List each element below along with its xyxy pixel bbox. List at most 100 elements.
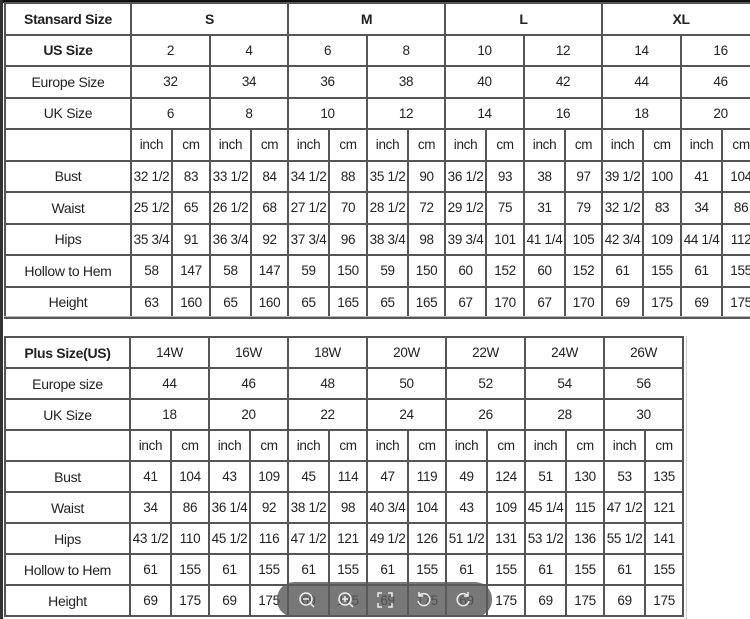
measure-value: 61 — [129, 553, 172, 586]
measure-value: 31 — [523, 191, 567, 225]
measure-value: 98 — [328, 491, 369, 524]
uk-size: 16 — [523, 96, 604, 130]
measure-value: 155 — [249, 553, 290, 586]
fullscreen-icon — [376, 591, 393, 608]
measure-value: 34 — [680, 191, 724, 225]
measure-value: 93 — [485, 159, 526, 193]
fullscreen-button[interactable] — [372, 587, 398, 613]
measure-value: 36 1/4 — [208, 491, 252, 524]
measure-value: 34 — [129, 491, 172, 524]
measure-value: 29 1/2 — [444, 191, 488, 225]
measure-value: 38 3/4 — [366, 222, 410, 256]
uk-size-row: UK Size 6 8 10 12 14 16 18 20 — [4, 96, 750, 130]
europe-size: 38 — [366, 65, 447, 99]
measure-value: 45 1/2 — [208, 522, 252, 555]
measure-value: 42 3/4 — [601, 222, 645, 256]
us-size: 8 — [366, 33, 447, 67]
measure-value: 130 — [565, 460, 606, 493]
empty-cell — [4, 128, 132, 162]
rotate-left-icon — [416, 591, 431, 606]
row-header: Waist — [4, 191, 132, 225]
measure-value: 150 — [407, 254, 447, 288]
measure-value: 26 1/2 — [209, 191, 252, 225]
measure-value: 100 — [642, 159, 683, 193]
measure-value: 27 1/2 — [287, 191, 331, 225]
unit-inch: inch — [209, 128, 252, 162]
measure-value: 32 1/2 — [601, 191, 645, 225]
measure-value: 155 — [328, 553, 369, 586]
us-size: 16 — [680, 33, 750, 67]
left-border — [0, 0, 3, 619]
zoom-in-icon — [337, 591, 354, 608]
us-size: 4 — [208, 33, 290, 67]
unit-cm: cm — [249, 429, 290, 462]
measure-value: 175 — [642, 285, 683, 319]
measure-value: 45 — [287, 460, 331, 493]
measure-value: 126 — [407, 522, 448, 555]
size-group-header: S — [129, 2, 290, 36]
europe-size: 46 — [680, 65, 750, 99]
rotate-right-button[interactable] — [450, 587, 476, 613]
europe-size: 56 — [603, 367, 685, 400]
image-viewer-toolbar — [277, 582, 492, 617]
us-size-row: Plus Size(US) 14W 16W 18W 20W 22W 24W 26W — [4, 336, 685, 369]
unit-cm: cm — [328, 128, 369, 162]
measure-value: 104 — [407, 491, 448, 524]
measure-value: 155 — [407, 553, 448, 586]
measure-value: 35 3/4 — [130, 222, 173, 256]
unit-inch: inch — [524, 429, 568, 462]
measure-value: 155 — [721, 254, 750, 288]
us-size: 14 — [601, 33, 683, 67]
us-size-row: US Size 2 4 6 8 10 12 14 16 — [4, 33, 750, 67]
row-header: Hips — [4, 222, 132, 256]
measure-value: 55 1/2 — [603, 522, 647, 555]
row-header: UK Size — [4, 398, 131, 431]
uk-size: 24 — [366, 398, 448, 431]
us-size: 22W — [445, 336, 527, 369]
measure-value: 92 — [249, 491, 290, 524]
measure-value: 147 — [171, 254, 211, 288]
row-header: Height — [4, 584, 131, 617]
rotate-left-button[interactable] — [411, 587, 437, 613]
measure-value: 160 — [171, 285, 211, 319]
measure-value: 58 — [130, 254, 173, 288]
measure-value: 86 — [721, 191, 750, 225]
measure-value: 61 — [524, 553, 568, 586]
measure-value: 104 — [169, 460, 211, 493]
measure-value: 121 — [644, 491, 685, 524]
measure-value: 63 — [130, 285, 173, 319]
uk-size-row: UK Size 18 20 22 24 26 28 30 — [4, 398, 685, 431]
size-group-header: L — [444, 2, 604, 36]
measure-value: 51 — [524, 460, 568, 493]
row-header: Bust — [4, 460, 131, 493]
unit-inch: inch — [287, 128, 331, 162]
measure-value: 121 — [328, 522, 369, 555]
uk-size: 20 — [680, 96, 750, 130]
size-group-header: XL — [601, 2, 750, 36]
uk-size: 20 — [208, 398, 290, 431]
measure-value: 165 — [407, 285, 447, 319]
zoom-out-button[interactable] — [294, 587, 320, 613]
europe-size: 36 — [287, 65, 369, 99]
unit-row: inch cm inch cm inch cm inch cm inch cm inch cm inch… — [4, 429, 685, 462]
unit-cm: cm — [642, 128, 683, 162]
empty-cell — [4, 429, 131, 462]
measure-value: 69 — [601, 285, 645, 319]
zoom-out-icon — [298, 591, 315, 608]
measure-value: 43 — [208, 460, 252, 493]
measure-value: 83 — [642, 191, 683, 225]
measure-value: 60 — [523, 254, 567, 288]
europe-size: 46 — [208, 367, 290, 400]
measure-value: 83 — [171, 159, 211, 193]
measure-value: 67 — [444, 285, 488, 319]
measure-value: 60 — [444, 254, 488, 288]
measure-value: 98 — [407, 222, 447, 256]
measure-value: 170 — [564, 285, 604, 319]
measure-value: 175 — [486, 584, 527, 617]
measure-value: 152 — [564, 254, 604, 288]
measure-value: 70 — [328, 191, 369, 225]
measure-value: 38 1/2 — [287, 491, 331, 524]
measure-value: 124 — [486, 460, 527, 493]
zoom-in-button[interactable] — [333, 587, 359, 613]
measure-value: 175 — [644, 584, 685, 617]
